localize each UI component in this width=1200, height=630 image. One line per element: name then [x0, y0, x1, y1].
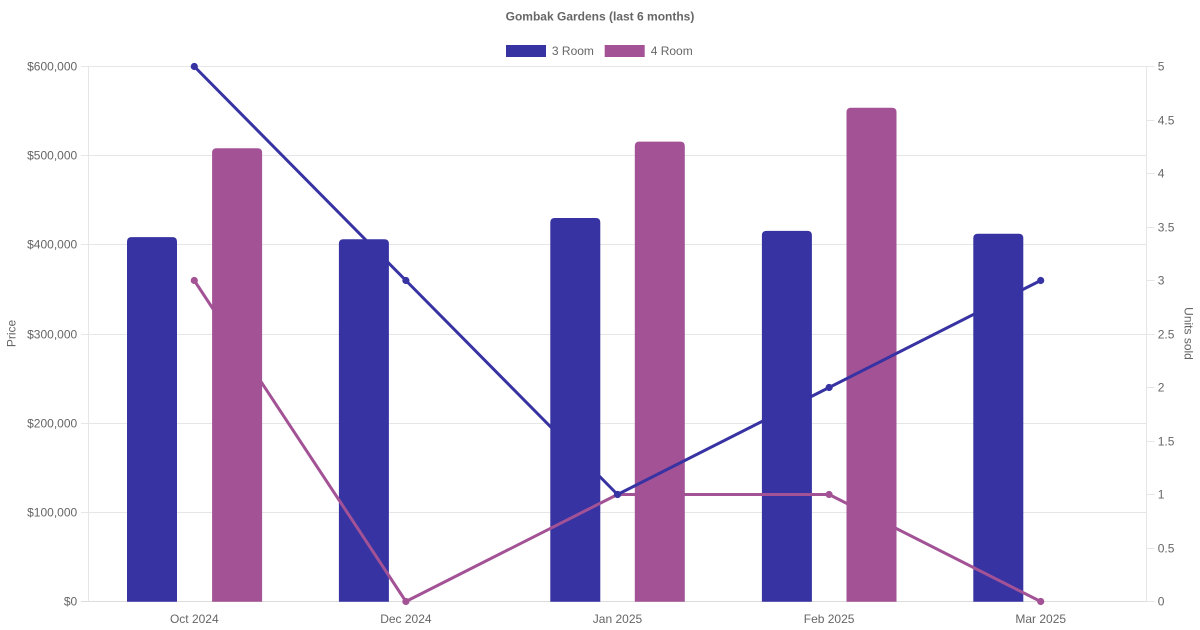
svg-text:$200,000: $200,000 [27, 417, 77, 431]
svg-text:2: 2 [1158, 381, 1165, 395]
svg-text:4 Room: 4 Room [651, 44, 693, 58]
svg-text:$100,000: $100,000 [27, 506, 77, 520]
svg-text:0.5: 0.5 [1158, 542, 1175, 556]
svg-text:5: 5 [1158, 60, 1165, 74]
svg-text:4: 4 [1158, 167, 1165, 181]
svg-text:3: 3 [1158, 274, 1165, 288]
svg-text:2.5: 2.5 [1158, 328, 1175, 342]
svg-text:3.5: 3.5 [1158, 221, 1175, 235]
svg-text:Mar 2025: Mar 2025 [1015, 612, 1066, 626]
svg-text:0: 0 [1158, 595, 1165, 609]
svg-text:Units sold: Units sold [1182, 307, 1196, 360]
svg-text:Oct 2024: Oct 2024 [170, 612, 219, 626]
svg-text:$600,000: $600,000 [27, 60, 77, 74]
svg-text:Price: Price [5, 320, 19, 348]
svg-text:$500,000: $500,000 [27, 149, 77, 163]
svg-text:$0: $0 [64, 595, 78, 609]
svg-text:Gombak Gardens (last 6 months): Gombak Gardens (last 6 months) [506, 10, 695, 24]
svg-text:3 Room: 3 Room [552, 44, 594, 58]
svg-text:4.5: 4.5 [1158, 114, 1175, 128]
svg-text:Jan 2025: Jan 2025 [593, 612, 643, 626]
svg-text:Feb 2025: Feb 2025 [804, 612, 855, 626]
svg-text:$400,000: $400,000 [27, 238, 77, 252]
svg-text:Dec 2024: Dec 2024 [380, 612, 432, 626]
svg-text:$300,000: $300,000 [27, 328, 77, 342]
svg-text:1.5: 1.5 [1158, 435, 1175, 449]
svg-text:1: 1 [1158, 488, 1165, 502]
